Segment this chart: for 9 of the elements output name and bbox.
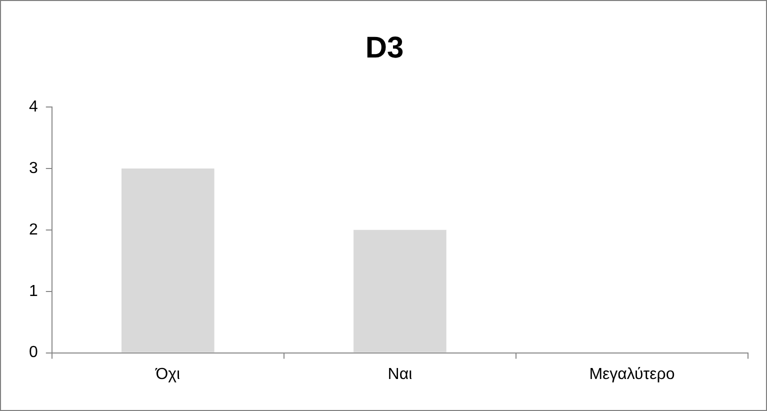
y-tick-label: 3 (28, 160, 38, 177)
y-tick-label: 0 (28, 344, 38, 362)
x-tick-label: Ναι (388, 366, 413, 383)
x-tick-label: Όχι (154, 366, 181, 383)
y-tick-label: 1 (28, 282, 38, 300)
chart-title: D3 (365, 31, 404, 64)
y-tick-label: 2 (28, 221, 38, 238)
y-tick-label: 4 (28, 98, 38, 116)
x-tick-label: Μεγαλύτερο (589, 366, 675, 383)
